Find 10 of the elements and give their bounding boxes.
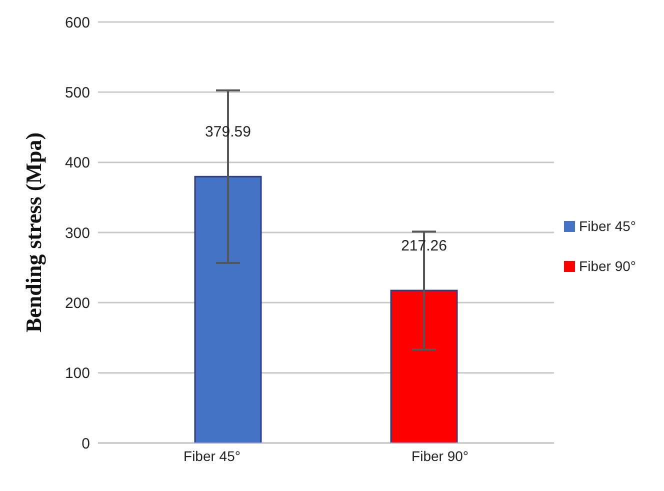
legend-label: Fiber 90° — [579, 258, 636, 274]
y-tick-label: 600 — [64, 14, 90, 32]
y-tick-label: 200 — [64, 294, 90, 312]
y-tick-label: 0 — [82, 435, 90, 452]
legend-label: Fiber 45° — [579, 218, 636, 234]
y-tick-label: 400 — [64, 154, 90, 172]
y-tick-label: 300 — [64, 224, 90, 242]
y-tick-label: 500 — [64, 84, 90, 102]
y-tick-label: 100 — [64, 365, 90, 382]
y-axis-title: Bending stress (Mpa) — [20, 132, 46, 333]
